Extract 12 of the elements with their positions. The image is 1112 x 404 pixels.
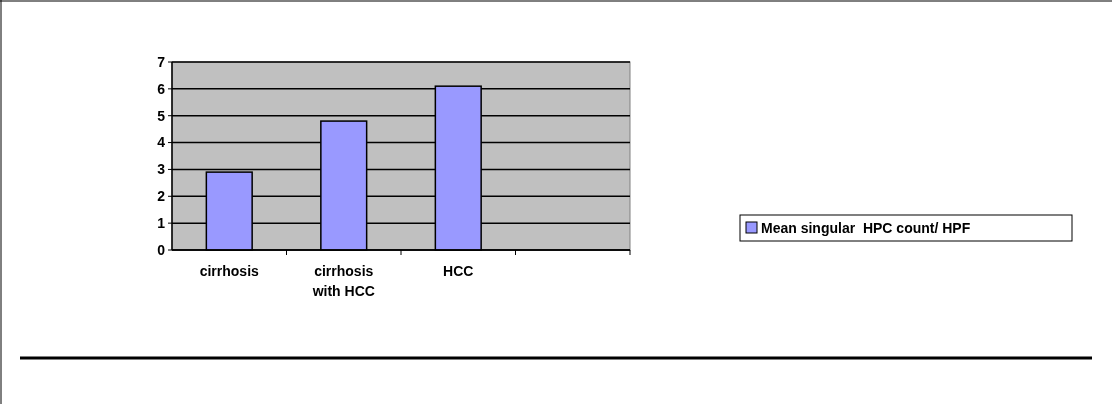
- legend-label: Mean singular HPC count/ HPF: [761, 219, 971, 236]
- x-tick-label: HCC: [443, 263, 474, 279]
- y-tick-label: 2: [157, 188, 166, 205]
- y-tick-label: 1: [157, 215, 166, 232]
- x-tick-label: cirrhosis: [199, 263, 260, 279]
- y-tick-label: 6: [157, 80, 166, 97]
- y-tick-label: 5: [157, 107, 166, 124]
- y-tick-label: 3: [157, 161, 166, 178]
- y-tick-label: 4: [157, 134, 166, 151]
- y-tick-label: 7: [157, 53, 166, 70]
- y-tick-label: 0: [157, 241, 166, 258]
- x-tick-label: cirrhosis with HCC: [311, 263, 375, 299]
